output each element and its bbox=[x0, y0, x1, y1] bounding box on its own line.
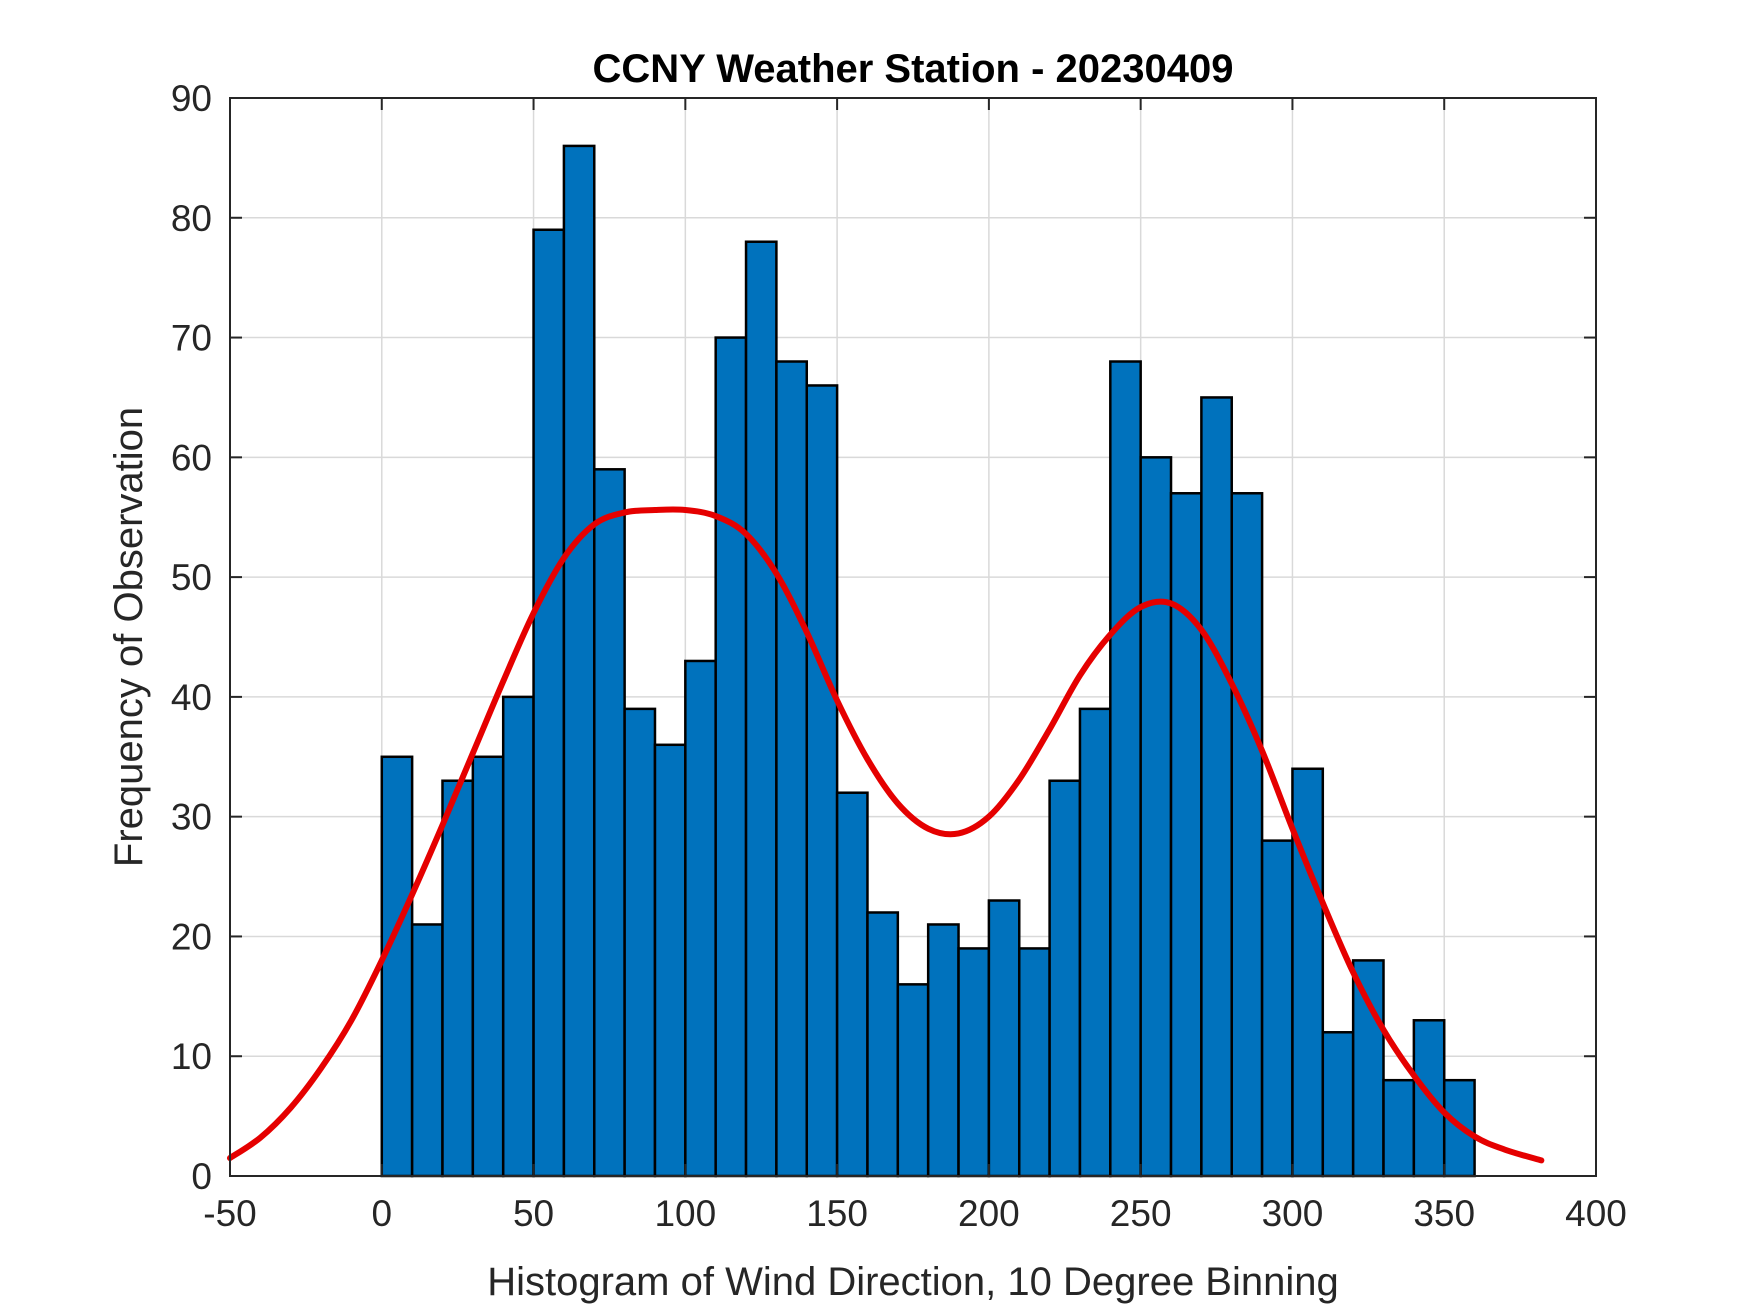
histogram-bar bbox=[1078, 707, 1112, 1178]
y-tick-label: 40 bbox=[171, 677, 212, 718]
y-tick-label: 10 bbox=[171, 1036, 212, 1077]
histogram-bars bbox=[380, 144, 1476, 1178]
y-tick-label: 80 bbox=[171, 198, 212, 239]
x-tick-label: 250 bbox=[1110, 1193, 1172, 1234]
x-tick-label: 200 bbox=[958, 1193, 1020, 1234]
histogram-bar bbox=[957, 947, 991, 1178]
x-tick-label: 0 bbox=[371, 1193, 392, 1234]
histogram-bar bbox=[471, 755, 505, 1178]
x-tick-label: 100 bbox=[654, 1193, 716, 1234]
histogram-bar bbox=[926, 923, 960, 1178]
histogram-bar bbox=[1109, 360, 1142, 1178]
histogram-bar bbox=[623, 707, 657, 1178]
histogram-bar bbox=[562, 144, 596, 1178]
histogram-bar bbox=[744, 240, 778, 1178]
histogram-bar bbox=[653, 743, 687, 1178]
y-tick-label: 30 bbox=[171, 797, 212, 838]
histogram-bar bbox=[532, 228, 566, 1178]
histogram-bar bbox=[1260, 839, 1294, 1178]
histogram-bar bbox=[987, 899, 1021, 1178]
fit-curve-layer bbox=[227, 506, 1545, 1164]
histogram-bar bbox=[805, 384, 839, 1178]
y-tick-label: 70 bbox=[171, 318, 212, 359]
histogram-bar bbox=[714, 336, 748, 1178]
histogram-bar bbox=[1139, 456, 1173, 1178]
axis-ticks: -50 0 50 100 150 200 250 300 350 4000102030405060… bbox=[171, 78, 1627, 1234]
x-tick-label: 50 bbox=[513, 1193, 554, 1234]
histogram-bar bbox=[1382, 1078, 1416, 1178]
fit-curve-line bbox=[227, 506, 1545, 1164]
histogram-bar bbox=[593, 468, 626, 1178]
x-tick-label: -50 bbox=[203, 1193, 256, 1234]
histogram-bar bbox=[441, 779, 475, 1178]
histogram-bar bbox=[896, 983, 930, 1178]
y-tick-label: 60 bbox=[171, 437, 212, 478]
histogram-bar bbox=[501, 695, 535, 1178]
histogram-bar bbox=[1200, 396, 1233, 1178]
x-tick-label: 150 bbox=[806, 1193, 868, 1234]
y-tick-label: 0 bbox=[191, 1156, 212, 1197]
histogram-bar bbox=[775, 360, 809, 1178]
histogram-bar bbox=[866, 911, 900, 1178]
histogram-bar bbox=[684, 659, 717, 1178]
x-axis-label: Histogram of Wind Direction, 10 Degree B… bbox=[487, 1260, 1339, 1304]
histogram-bar bbox=[835, 791, 869, 1178]
y-axis-label: Frequency of Observation bbox=[107, 407, 151, 867]
histogram-bar bbox=[1230, 492, 1264, 1178]
y-tick-label: 20 bbox=[171, 916, 212, 957]
histogram-bar bbox=[1321, 1031, 1355, 1178]
histogram-bar bbox=[410, 923, 444, 1178]
x-tick-label: 350 bbox=[1413, 1193, 1475, 1234]
histogram-bar bbox=[1169, 492, 1203, 1178]
plot-frame bbox=[229, 97, 1597, 1177]
histogram-bar bbox=[1048, 779, 1082, 1178]
histogram-bar bbox=[1017, 947, 1051, 1178]
histogram-bar bbox=[380, 755, 414, 1178]
x-tick-label: 400 bbox=[1565, 1193, 1627, 1234]
y-tick-label: 90 bbox=[171, 78, 212, 119]
histogram-bar bbox=[1291, 767, 1325, 1178]
x-tick-label: 300 bbox=[1262, 1193, 1324, 1234]
chart-title: CCNY Weather Station - 20230409 bbox=[593, 47, 1234, 91]
histogram-bar bbox=[1351, 959, 1385, 1178]
y-tick-label: 50 bbox=[171, 557, 212, 598]
